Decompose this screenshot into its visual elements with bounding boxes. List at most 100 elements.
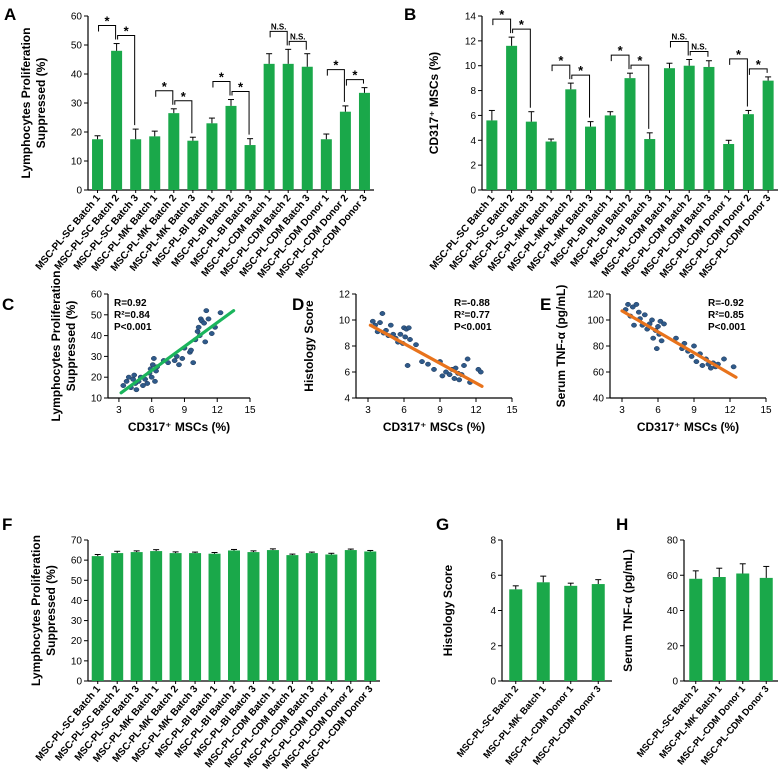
bar — [228, 550, 240, 681]
significance-bracket — [288, 40, 307, 50]
y-tick-label: 0 — [490, 677, 496, 688]
bar — [624, 78, 636, 190]
scatter-point — [152, 378, 158, 384]
x-axis-label: CD317⁺ MSCs (%) — [383, 420, 485, 434]
y-tick-label: 10 — [91, 394, 103, 405]
significance-label: * — [352, 68, 358, 83]
y-tick-label: 50 — [71, 576, 83, 587]
scatter-point — [456, 377, 463, 383]
stat-annotation: R²=0.85 — [708, 310, 744, 321]
scatter-point — [461, 363, 467, 368]
significance-label: * — [333, 58, 339, 73]
y-tick-label: 40 — [71, 596, 83, 607]
stat-annotation: R²=0.84 — [114, 310, 150, 321]
scatter-point — [641, 312, 648, 318]
significance-bracket — [551, 64, 571, 80]
y-tick-label: 80 — [593, 342, 605, 353]
scatter-point — [201, 320, 207, 326]
scatter-point — [151, 356, 157, 361]
x-tick-label: 9 — [437, 405, 443, 416]
y-tick-label: 10 — [339, 316, 351, 327]
significance-label: * — [219, 70, 225, 85]
panel-letter: E — [540, 295, 551, 314]
scatter-point — [633, 301, 640, 307]
bar — [364, 551, 377, 681]
bar — [604, 115, 616, 190]
x-axis-label: CD317⁺ MSCs (%) — [128, 420, 230, 434]
panel-letter: G — [436, 515, 449, 534]
y-tick-label: 8 — [344, 342, 350, 353]
panel-letter: C — [2, 295, 14, 314]
significance-label: N.S. — [691, 43, 707, 52]
significance-bracket — [669, 41, 689, 56]
x-tick-label: 15 — [244, 405, 256, 416]
bar — [591, 584, 605, 681]
significance-bracket — [345, 79, 364, 86]
y-tick-label: 12 — [339, 290, 351, 301]
y-tick-label: 10 — [465, 61, 477, 72]
scatter-point — [649, 317, 655, 323]
significance-label: N.S. — [290, 32, 306, 41]
significance-label: * — [756, 57, 762, 72]
significance-label: * — [618, 43, 624, 58]
y-axis-label: Lymphocytes Proliferation — [19, 28, 33, 179]
scatter-point — [379, 311, 386, 316]
scatter-point — [144, 380, 151, 386]
bar — [506, 45, 518, 191]
scatter-point — [195, 324, 202, 330]
significance-bracket — [512, 28, 531, 108]
y-tick-label: 6 — [470, 111, 476, 122]
bar — [683, 65, 695, 190]
significance-label: * — [162, 79, 168, 94]
y-tick-label: 30 — [91, 352, 103, 363]
y-tick-label: 10 — [71, 656, 83, 667]
scatter-point — [397, 331, 404, 337]
significance-label: * — [519, 17, 525, 32]
y-tick-label: 40 — [71, 70, 83, 81]
scatter-point — [688, 353, 695, 359]
y-tick-label: 100 — [587, 316, 604, 327]
scatter-point — [188, 347, 194, 353]
y-tick-label: 80 — [667, 536, 679, 547]
bar — [525, 121, 537, 190]
x-tick-label: 6 — [655, 405, 661, 416]
bar — [305, 553, 318, 681]
scatter-point — [691, 343, 697, 349]
bar — [663, 68, 675, 190]
bar — [111, 50, 123, 190]
scatter-point — [133, 387, 140, 393]
y-tick-label: 20 — [91, 373, 103, 384]
y-tick-label: 20 — [71, 636, 83, 647]
bar — [344, 550, 357, 681]
scatter-point — [635, 309, 642, 315]
significance-label: * — [637, 53, 643, 68]
bar — [92, 139, 104, 190]
scatter-point — [419, 359, 425, 365]
y-tick-label: 4 — [344, 394, 350, 405]
bar — [339, 111, 351, 190]
scatter-point — [123, 378, 130, 384]
bar — [703, 66, 715, 190]
scatter-point — [171, 358, 178, 364]
bar — [130, 552, 143, 681]
scatter-point — [404, 363, 411, 368]
panel-letter: F — [2, 515, 12, 534]
x-axis-label: CD317⁺ MSCs (%) — [637, 420, 739, 434]
bar — [564, 585, 578, 681]
scatter-point — [202, 339, 209, 345]
significance-bracket — [729, 58, 748, 107]
significance-label: * — [499, 7, 505, 22]
scatter-point — [413, 342, 419, 348]
significance-bracket — [269, 30, 288, 46]
bar — [206, 123, 218, 190]
significance-bracket — [326, 69, 345, 102]
significance-label: * — [181, 89, 187, 104]
panel-c: C 10 20 30 40 50 60 Lymphocytes Proliferation Su… — [2, 271, 256, 434]
y-tick-label: 10 — [71, 157, 83, 168]
y-axis-label: CD317⁺ MSCs (%) — [427, 52, 441, 154]
scatter-point — [650, 335, 657, 341]
bar — [130, 139, 142, 190]
